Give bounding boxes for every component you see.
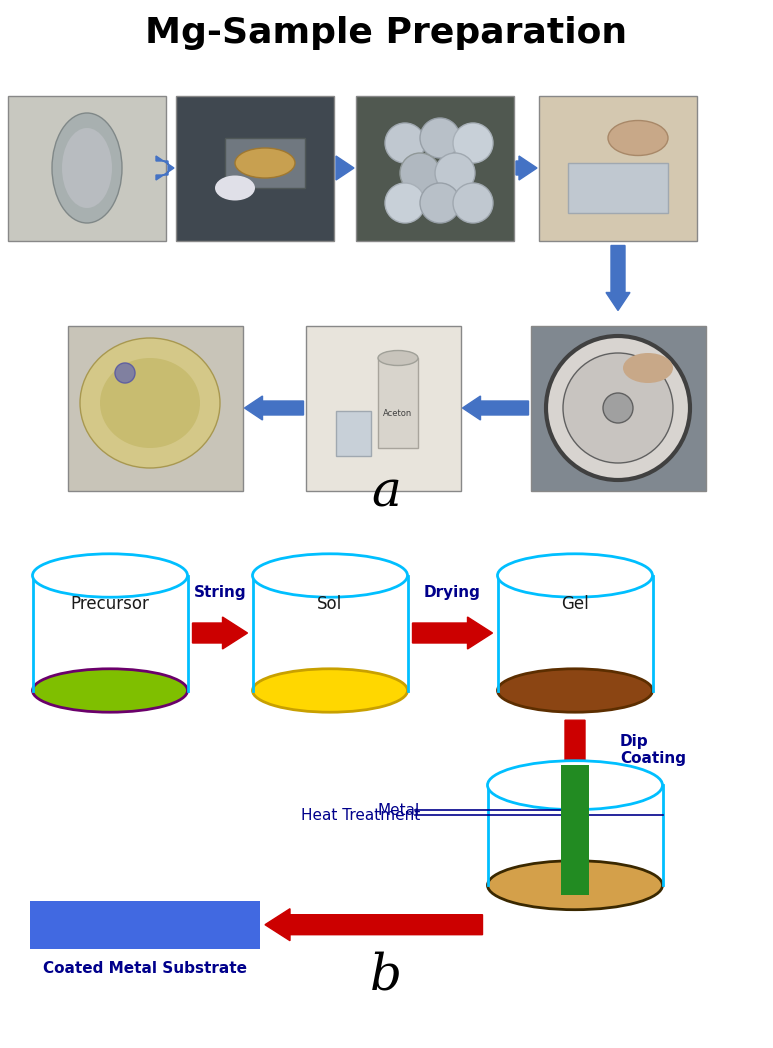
Text: Dip
Coating: Dip Coating [620, 734, 686, 766]
Ellipse shape [100, 358, 200, 447]
Bar [30, 900, 260, 948]
FancyArrow shape [462, 396, 529, 420]
Bar [498, 575, 652, 691]
Circle shape [385, 183, 425, 223]
Ellipse shape [253, 553, 407, 597]
Ellipse shape [235, 148, 295, 178]
Bar [539, 95, 697, 240]
Circle shape [453, 183, 493, 223]
Bar [561, 795, 589, 890]
Ellipse shape [378, 350, 418, 366]
Text: Precursor: Precursor [70, 595, 149, 613]
Bar [488, 785, 662, 886]
FancyArrow shape [413, 617, 492, 649]
Text: Drying: Drying [424, 586, 481, 601]
Ellipse shape [623, 353, 673, 383]
Text: Coated Metal Substrate: Coated Metal Substrate [43, 961, 247, 976]
Bar [378, 358, 418, 447]
Ellipse shape [215, 175, 255, 200]
Ellipse shape [32, 669, 188, 713]
Bar [176, 95, 334, 240]
Circle shape [420, 183, 460, 223]
Ellipse shape [52, 113, 122, 223]
Ellipse shape [253, 669, 407, 713]
Bar [67, 326, 243, 490]
Text: Aceton: Aceton [383, 409, 413, 417]
FancyArrow shape [559, 720, 591, 790]
Bar [568, 163, 668, 213]
Bar [335, 411, 370, 456]
Ellipse shape [498, 669, 652, 713]
Ellipse shape [488, 761, 662, 810]
Ellipse shape [80, 339, 220, 468]
FancyArrow shape [265, 909, 482, 941]
Bar [225, 138, 305, 188]
Bar [253, 575, 407, 691]
Text: Gel: Gel [561, 595, 589, 613]
Circle shape [400, 153, 440, 193]
Circle shape [603, 393, 633, 423]
FancyArrow shape [606, 245, 630, 310]
Circle shape [563, 353, 673, 463]
Bar [530, 326, 706, 490]
Bar [356, 95, 514, 240]
Circle shape [546, 336, 690, 480]
Text: b: b [370, 952, 402, 1001]
Ellipse shape [115, 363, 135, 383]
FancyArrow shape [156, 156, 174, 180]
Ellipse shape [62, 128, 112, 208]
FancyArrow shape [192, 617, 247, 649]
Text: String: String [194, 586, 247, 601]
Ellipse shape [32, 553, 188, 597]
Circle shape [435, 153, 475, 193]
Bar [305, 326, 461, 490]
Text: Sol: Sol [318, 595, 342, 613]
Text: Metal: Metal [378, 803, 420, 817]
Text: Heat Treatment: Heat Treatment [301, 808, 420, 823]
FancyArrow shape [516, 156, 537, 180]
Circle shape [420, 118, 460, 158]
Bar [561, 765, 589, 895]
Bar [8, 95, 166, 240]
Circle shape [385, 123, 425, 163]
Text: Mg-Sample Preparation: Mg-Sample Preparation [145, 16, 627, 50]
FancyArrow shape [244, 396, 304, 420]
Bar [32, 575, 188, 691]
Ellipse shape [488, 860, 662, 910]
Ellipse shape [498, 553, 652, 597]
Ellipse shape [608, 121, 668, 155]
FancyArrow shape [336, 156, 354, 180]
Circle shape [453, 123, 493, 163]
Text: a: a [371, 468, 401, 518]
